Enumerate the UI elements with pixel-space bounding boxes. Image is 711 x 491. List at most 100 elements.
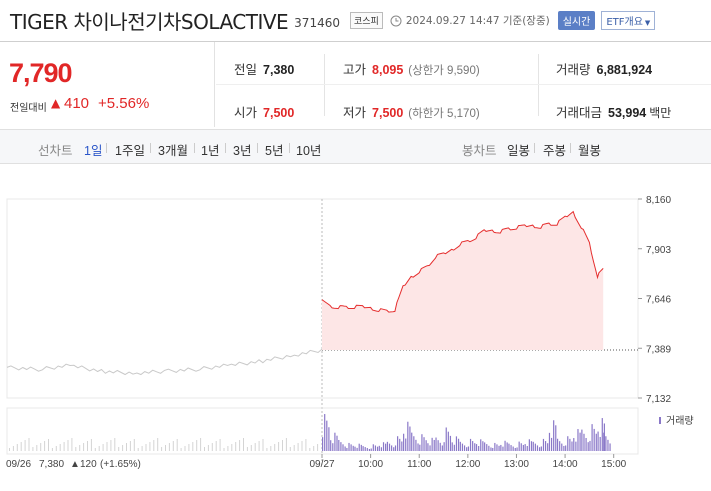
etf-overview-label: ETF개요 <box>606 17 643 28</box>
volume-bar <box>411 432 413 451</box>
prev-volume-bar <box>239 440 241 451</box>
volume-bar <box>593 428 595 451</box>
volume-bar <box>467 446 470 451</box>
volume-bar <box>374 445 377 451</box>
tab-period-1w[interactable]: 1주일 <box>115 144 145 158</box>
volume-bar <box>567 436 569 451</box>
volume-bar <box>346 447 348 451</box>
prev-volume-bar <box>79 445 81 451</box>
volume-bar <box>556 438 559 451</box>
volume-bar <box>457 438 460 451</box>
stat-high: 고가 8,095 (상한가 9,590) <box>343 59 480 78</box>
tab-divider <box>289 143 290 153</box>
volume-bar <box>370 448 372 451</box>
volume-bar <box>380 447 383 451</box>
volume-bar <box>607 439 609 451</box>
x-tick-label: 13:00 <box>504 459 529 470</box>
prev-volume-bar <box>227 446 229 451</box>
volume-bar <box>492 447 494 451</box>
volume-bar <box>502 446 504 451</box>
stat-value: 53,994 <box>608 106 647 120</box>
stats-panel: 전일 7,380 고가 8,095 (상한가 9,590) 거래량 6,881,924 … <box>216 42 711 127</box>
prev-volume-bar <box>196 440 198 451</box>
volume-bar <box>498 445 500 451</box>
stat-value: 7,380 <box>263 63 295 77</box>
volume-bar <box>469 438 472 451</box>
tab-candle-weekly[interactable]: 주봉 <box>543 144 567 158</box>
volume-bar <box>417 443 419 451</box>
volume-bar <box>466 447 468 451</box>
prev-volume-bar <box>137 448 139 451</box>
prev-volume-bar <box>110 440 112 451</box>
volume-label: 거래량 <box>666 415 694 427</box>
prev-volume-bar <box>278 442 280 451</box>
volume-bar <box>490 447 492 451</box>
tab-divider <box>194 143 195 153</box>
price-chart[interactable]: 8,160 7,903 7,646 7,389 7,132 09/27 10:00 11:00… <box>0 165 711 491</box>
volume-bar <box>401 441 403 451</box>
volume-bar <box>435 437 437 451</box>
stat-prev-close: 전일 7,380 <box>234 59 294 78</box>
volume-bar <box>518 441 520 451</box>
volume-bar <box>366 448 368 451</box>
tab-candle-monthly[interactable]: 월봉 <box>578 144 602 158</box>
prev-volume-bar <box>67 440 69 451</box>
volume-bar <box>385 443 387 451</box>
volume-bar <box>397 436 399 451</box>
volume-bar <box>544 441 547 451</box>
prev-volume-bar <box>40 443 42 451</box>
volume-bar <box>451 442 453 451</box>
volume-bar <box>368 448 371 451</box>
volume-bar <box>427 443 429 451</box>
prev-volume-bar <box>305 439 307 451</box>
volume-bar <box>445 427 447 451</box>
tab-candle-daily[interactable]: 일봉 <box>507 144 531 158</box>
tab-divider <box>570 143 571 153</box>
prev-day-line <box>6 348 323 376</box>
volume-bar <box>522 444 524 451</box>
volume-bar <box>340 442 342 451</box>
live-button[interactable]: 실시간 <box>557 11 596 30</box>
volume-bar <box>437 440 439 451</box>
stat-value: 6,881,924 <box>596 63 653 77</box>
prev-volume-bar <box>246 447 248 451</box>
prev-volume-bar <box>24 440 26 451</box>
volume-bar <box>388 443 391 451</box>
x-tick-label: 09/27 <box>309 459 334 470</box>
volume-bar <box>547 443 549 451</box>
volume-bar <box>393 447 395 451</box>
volume-bar <box>591 424 593 451</box>
prev-volume-bar <box>289 447 291 451</box>
prev-volume-bar <box>262 439 264 451</box>
tab-period-10y[interactable]: 10년 <box>296 144 322 158</box>
tab-period-3y[interactable]: 3년 <box>233 144 252 158</box>
volume-bar <box>561 443 563 451</box>
tab-period-5y[interactable]: 5년 <box>265 144 284 158</box>
tab-period-1y[interactable]: 1년 <box>201 144 220 158</box>
tab-period-3m[interactable]: 3개월 <box>158 144 188 158</box>
tab-divider <box>534 143 535 153</box>
volume-bar <box>415 439 417 451</box>
tab-period-1d[interactable]: 1일 <box>84 144 103 158</box>
y-tick-label: 8,160 <box>646 195 671 206</box>
volume-bar <box>455 436 458 451</box>
etf-overview-button[interactable]: ETF개요 ▼ <box>601 11 656 30</box>
volume-bar <box>482 441 484 451</box>
prev-volume-bar <box>161 447 163 451</box>
volume-bar <box>565 445 567 451</box>
volume-bar <box>609 443 611 451</box>
volume-bar <box>524 444 526 451</box>
volume-bar <box>348 442 350 451</box>
prev-volume-bar <box>184 446 186 451</box>
volume-bar <box>506 442 508 451</box>
volume-bar <box>332 443 334 451</box>
volume-bar <box>581 429 583 451</box>
volume-bar <box>425 440 427 451</box>
volume-bar <box>350 444 352 451</box>
volume-bar <box>328 427 330 451</box>
volume-bar <box>429 445 431 451</box>
stat-volume: 거래량 6,881,924 <box>556 59 652 78</box>
volume-bar <box>516 447 518 451</box>
stat-sub: (하한가 5,170) <box>408 108 480 120</box>
stat-sub: (상한가 9,590) <box>408 65 480 77</box>
